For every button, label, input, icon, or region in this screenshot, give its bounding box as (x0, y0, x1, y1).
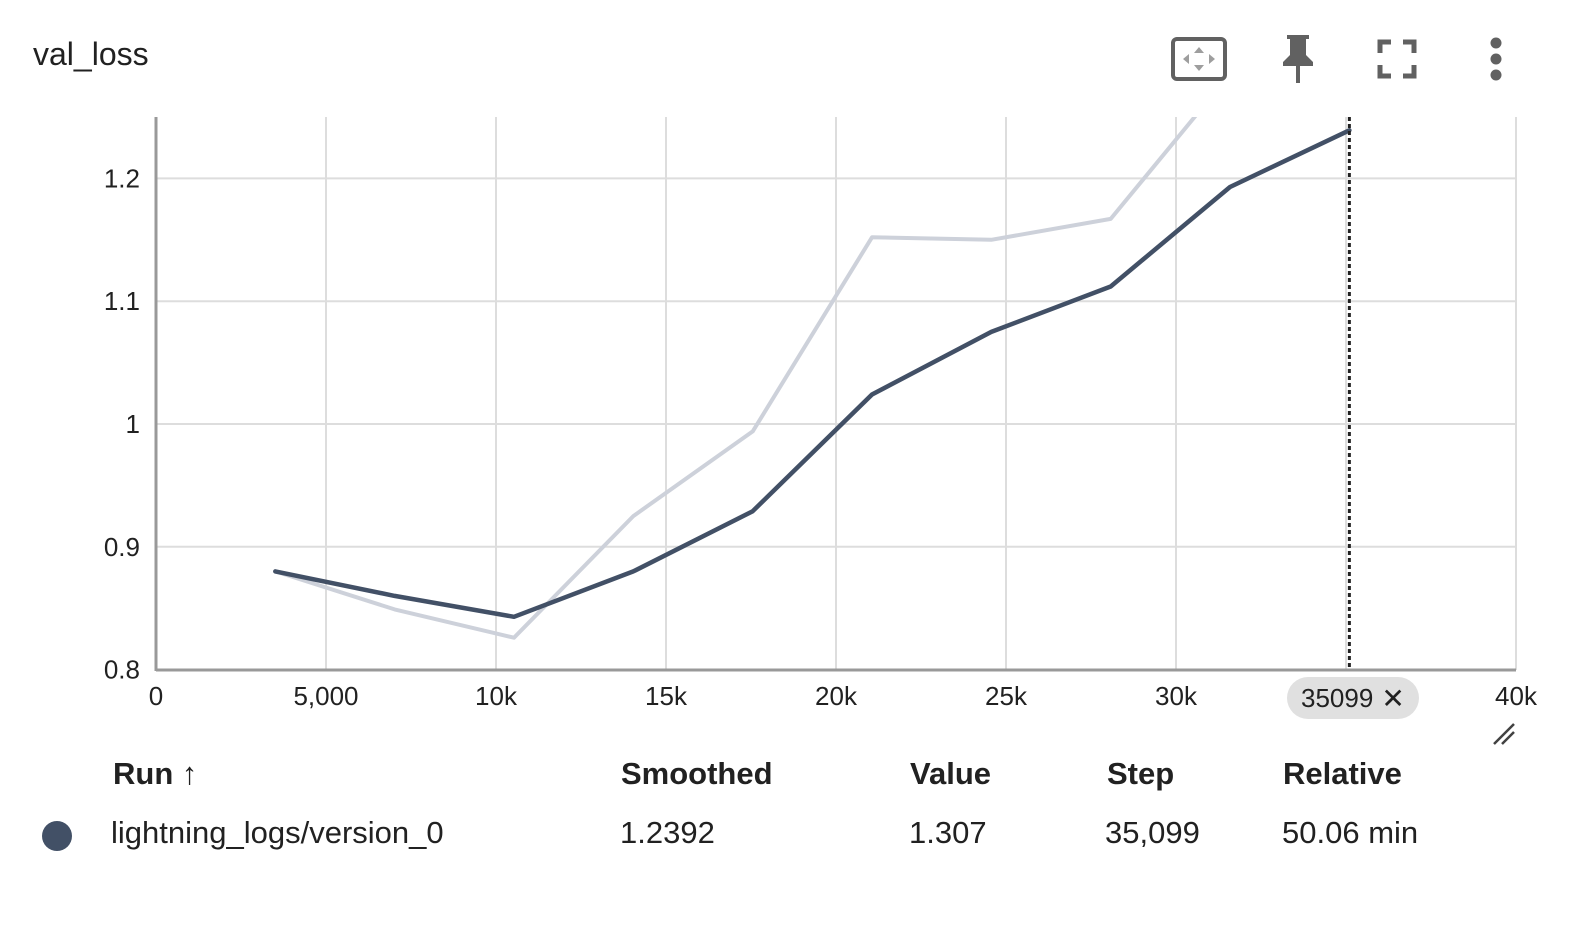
fullscreen-button[interactable] (1366, 28, 1428, 90)
y-tick-label: 0.8 (104, 655, 140, 685)
step-cursor-label: 35099 (1301, 682, 1374, 713)
column-header-step[interactable]: Step (1107, 756, 1175, 791)
line-chart[interactable]: 0.8 0.9 1 1.1 1.2 0 5,000 10k 15k 20k 25k 30k 40k (0, 0, 1587, 760)
y-tick-label: 1.2 (104, 163, 140, 193)
column-header-smoothed[interactable]: Smoothed (621, 756, 773, 791)
x-tick-label: 40k (1495, 681, 1538, 711)
y-tick-label: 1 (126, 409, 140, 439)
fit-domain-icon (1171, 37, 1227, 81)
x-tick-label: 30k (1155, 681, 1198, 711)
cell-smoothed: 1.2392 (620, 815, 715, 850)
x-tick-label: 0 (149, 681, 163, 711)
y-tick-label: 0.9 (104, 532, 140, 562)
x-tick-label: 10k (475, 681, 518, 711)
run-color-swatch (42, 821, 72, 851)
more-vert-icon (1490, 37, 1502, 81)
raw-series-line (273, 117, 1198, 640)
pin-button[interactable] (1267, 28, 1329, 90)
chart-title: val_loss (33, 36, 149, 72)
series-lines (273, 117, 1352, 640)
resize-handle-icon[interactable] (1492, 722, 1516, 746)
smoothed-series-line (273, 128, 1352, 620)
cell-run: lightning_logs/version_0 (111, 815, 444, 850)
grid-lines (156, 117, 1517, 670)
y-tick-label: 1.1 (104, 286, 140, 316)
cell-relative: 50.06 min (1282, 815, 1419, 850)
x-tick-label: 5,000 (293, 681, 358, 711)
x-tick-label: 20k (815, 681, 858, 711)
cell-step: 35,099 (1105, 815, 1200, 850)
more-options-button[interactable] (1465, 28, 1527, 90)
column-header-value[interactable]: Value (910, 756, 991, 791)
pin-icon (1283, 35, 1313, 83)
fullscreen-icon (1377, 39, 1417, 79)
x-tick-label: 15k (645, 681, 688, 711)
cell-value: 1.307 (909, 815, 987, 850)
step-cursor-chip[interactable]: 35099 ✕ (1287, 677, 1419, 719)
close-icon[interactable]: ✕ (1381, 682, 1405, 714)
x-tick-label: 25k (985, 681, 1028, 711)
fit-domain-button[interactable] (1168, 28, 1230, 90)
column-header-relative[interactable]: Relative (1283, 756, 1402, 791)
column-header-run[interactable]: Run ↑ (113, 756, 198, 791)
axis-tick-labels: 0.8 0.9 1 1.1 1.2 0 5,000 10k 15k 20k 25k 30k 40k (104, 163, 1538, 711)
